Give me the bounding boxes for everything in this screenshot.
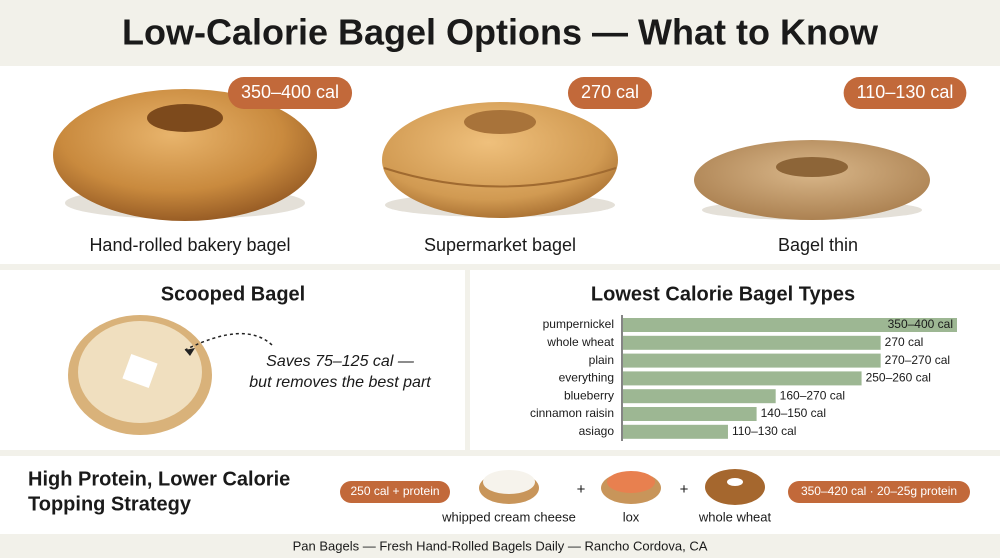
category-label: pumpernickel — [543, 317, 614, 331]
badge — [227, 77, 353, 109]
bar-chart: pumpernickel 350–400 cal whole wheat 270 ca… — [530, 317, 957, 439]
badge — [340, 481, 450, 503]
bar — [623, 371, 862, 386]
category-label: plain — [589, 353, 614, 367]
bakery-bagel — [53, 89, 317, 221]
category-label: asiago — [579, 424, 615, 438]
value-label: 250–260 cal — [866, 371, 931, 385]
badge-text: 270 cal — [581, 82, 639, 102]
topping-title: High Protein, Lower Calorie — [28, 468, 290, 490]
scooped-note: but removes the best part — [249, 374, 431, 391]
topping-label: whole wheat — [698, 509, 772, 524]
value-label: 140–150 cal — [761, 406, 826, 420]
bagel-hole — [122, 353, 158, 389]
slice-line — [383, 167, 617, 188]
topping-items: whipped cream cheese lox whole wheat + + — [441, 481, 771, 524]
value-label: 160–270 cal — [780, 388, 845, 402]
bar — [623, 318, 957, 332]
operator: + — [577, 481, 586, 498]
page-title: Low-Calorie Bagel Options — What to Know — [122, 12, 879, 53]
chart-title: Lowest Calorie Bagel Types — [591, 283, 855, 305]
badge-text: 250 cal + protein — [350, 484, 439, 498]
badge — [843, 77, 967, 109]
bar — [623, 353, 881, 368]
value-label: 270–270 cal — [885, 353, 950, 367]
bagel-hole — [776, 157, 848, 177]
scooped-note: Saves 75–125 cal — — [266, 353, 415, 370]
bar — [623, 407, 757, 421]
bagel-label: Hand-rolled bakery bagel — [89, 235, 290, 255]
badge — [567, 77, 653, 109]
bagel-hole — [464, 110, 536, 134]
bagel-label: Bagel thin — [778, 235, 858, 255]
bagel-label: Supermarket bagel — [424, 235, 576, 255]
badge-text: 350–400 cal — [241, 82, 339, 102]
bar — [623, 389, 776, 404]
value-label: 350–400 cal — [888, 317, 953, 331]
category-label: everything — [559, 371, 614, 385]
bagel-texts: 350–400 cal Hand-rolled bakery bagel 270 c… — [89, 77, 967, 255]
category-label: cinnamon raisin — [530, 406, 614, 420]
bagel-thin — [694, 140, 930, 220]
bar — [623, 335, 881, 350]
scooped-title: Scooped Bagel — [161, 283, 305, 305]
bar — [623, 424, 728, 439]
bagel-hole — [727, 478, 743, 486]
operator: + — [680, 481, 689, 498]
badge-text: 350–420 cal · 20–25g protein — [801, 484, 957, 498]
value-label: 270 cal — [885, 335, 924, 349]
lox — [607, 471, 655, 493]
category-label: whole wheat — [546, 335, 614, 349]
topping-title: Topping Strategy — [28, 493, 192, 515]
topping-label: lox — [623, 509, 640, 524]
bagel-hole — [147, 104, 223, 132]
arrow — [184, 333, 273, 351]
topping-label: whipped cream cheese — [441, 509, 576, 524]
cream-cheese — [483, 470, 535, 494]
badge — [788, 481, 970, 503]
category-label: blueberry — [564, 388, 614, 402]
footer: Pan Bagels — Fresh Hand-Rolled Bagels Da… — [293, 538, 708, 553]
arrow-head — [185, 348, 195, 356]
supermarket-bagel — [382, 102, 618, 218]
wheat-bagel — [705, 469, 765, 505]
value-label: 110–130 cal — [732, 424, 797, 438]
badge-text: 110–130 cal — [857, 82, 954, 102]
